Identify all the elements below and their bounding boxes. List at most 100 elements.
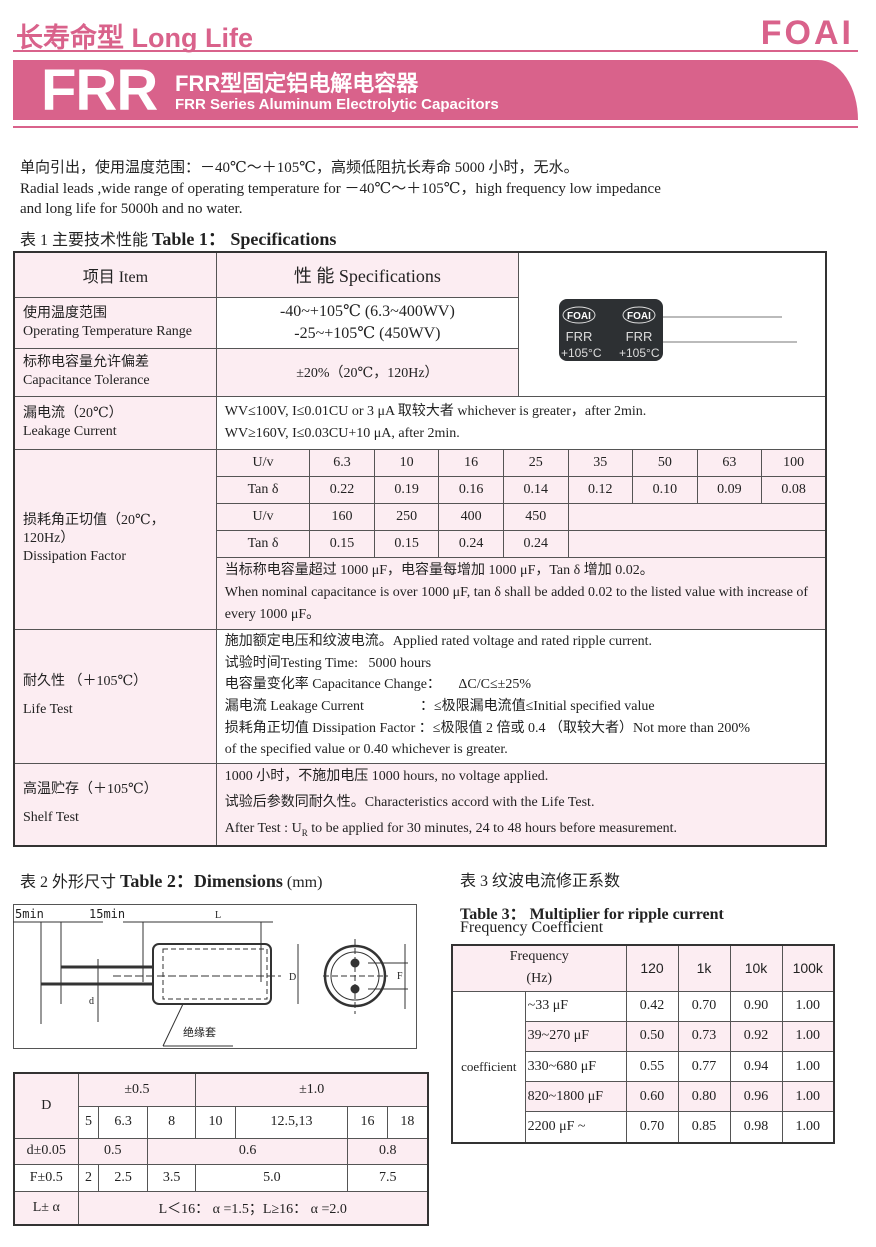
label-en: Life Test: [23, 702, 73, 717]
df-cell: 63: [696, 449, 763, 477]
caption-unit: (mm): [286, 874, 323, 891]
text: After Test : U: [224, 820, 302, 836]
head-spec: 性 能 Specifications: [215, 251, 519, 298]
d-value: 0.6: [146, 1137, 349, 1166]
freq-head: Frequency (Hz): [451, 944, 627, 992]
freq-row: Frequency (Hz) 120 1k 10k 100k: [451, 944, 835, 992]
shelf-label: 高温贮存（＋105℃） Shelf Test: [13, 762, 217, 847]
life-line: 电容量变化率 Capacitance Change： ΔC/C≤±25%: [224, 677, 532, 693]
life-value: 施加额定电压和纹波电流。Applied rated voltage and ra…: [215, 628, 827, 764]
brand-logo: FOAI: [760, 14, 854, 52]
coef-value: 0.73: [677, 1020, 731, 1052]
df-row-label: U/v: [216, 503, 311, 531]
coef-value: 1.00: [781, 1020, 835, 1052]
df-cell: 0.24: [502, 530, 569, 558]
F-label: F±0.5: [13, 1164, 79, 1192]
df-label: 损耗角正切值（20℃，120Hz） Dissipation Factor: [13, 448, 217, 630]
table2-caption: 表 2 外形尺寸 Table 2：Dimensions (mm): [20, 867, 322, 893]
df-cell: 0.24: [438, 530, 504, 558]
d-head: D: [13, 1072, 79, 1139]
photo-temp: +105°C: [561, 346, 602, 360]
F-value: 3.5: [146, 1164, 197, 1192]
caption-cn: 表 2 外形尺寸: [20, 874, 117, 891]
dim-row: L± α L＜16： α =1.5；L≥16： α =2.0: [13, 1190, 429, 1226]
divider: [13, 126, 858, 128]
text: to be applied for 30 minutes, 24 to 48 h…: [307, 820, 678, 836]
page-header-title: 长寿命型 Long Life: [16, 23, 253, 53]
df-row: Tan δ 0.15 0.15 0.24 0.24: [216, 530, 825, 558]
shelf-value: 1000 小时，不施加电压 1000 hours, no voltage app…: [215, 762, 827, 847]
label-en: Capacitance Tolerance: [23, 373, 150, 388]
F-value: 2.5: [98, 1164, 148, 1192]
df-cell: 16: [438, 449, 504, 477]
tolerance-label: 标称电容量允许偏差 Capacitance Tolerance: [13, 347, 217, 397]
diameter-cell: 16: [347, 1105, 388, 1139]
freq-unit: (Hz): [526, 971, 553, 987]
life-line: 试验时间Testing Time: 5000 hours: [224, 655, 432, 671]
ripple-multiplier-table: Frequency (Hz) 120 1k 10k 100k coefficient ~33 …: [451, 944, 835, 1144]
tol-group-1.0: ±1.0: [195, 1072, 429, 1107]
df-cell: 0.14: [502, 476, 569, 504]
coef-value: 0.70: [677, 990, 731, 1022]
life-line: 漏电流 Leakage Current ：≤极限漏电流值≤Initial spe…: [224, 699, 655, 714]
d-value: 0.8: [347, 1137, 429, 1166]
coef-value: 0.50: [625, 1020, 679, 1052]
coef-value: 0.80: [677, 1081, 731, 1113]
value-line: After Test : UR to be applied for 30 min…: [225, 816, 817, 846]
diameter-cell: 5: [77, 1105, 100, 1139]
head-item: 项目 Item: [13, 251, 217, 298]
value-line: 试验后参数同耐久性。Characteristics accord with th…: [224, 794, 595, 810]
dimensions-table: D ±0.5 ±1.0 5 6.3 8 10 12.5,13 16 18 d±0.05 0.5 0.6 0…: [13, 1072, 429, 1226]
df-cell: 0.12: [567, 476, 634, 504]
leakage-value: WV≤100V, I≤0.01CU or 3 μA 取较大者 whichever…: [215, 395, 827, 450]
label-cn: 损耗角正切值（20℃，120Hz）: [23, 513, 165, 546]
coef-value: 0.55: [625, 1050, 679, 1083]
label-cn: 漏电流（20℃）: [23, 405, 123, 421]
capacitance-range: ~33 μF: [524, 990, 627, 1022]
specifications-table: 项目 Item 性 能 Specifications FOAI FOAI FRR …: [13, 251, 827, 848]
value-line: 1000 小时，不施加电压 1000 hours, no voltage app…: [224, 768, 549, 784]
label-en: Shelf Test: [23, 810, 79, 826]
label-cn: 使用温度范围: [23, 305, 107, 321]
diameter-cell: 12.5,13: [234, 1105, 349, 1139]
temp-value: -40~+105℃ (6.3~400WV) -25~+105℃ (450WV): [215, 296, 519, 349]
intro-en-2: and long life for 5000h and no water.: [20, 201, 243, 217]
label-cn: 标称电容量允许偏差: [23, 355, 149, 370]
coef-value: 0.98: [729, 1111, 783, 1144]
table1-caption: 表 1 主要技术性能 Table 1： Specifications: [20, 225, 336, 251]
df-value: U/v 6.3 10 16 25 35 50 63 100 Tan δ 0.22 0.19 0.16 0.…: [215, 448, 827, 630]
lead-length2-label: 15min: [89, 907, 125, 921]
freq-cell: 10k: [729, 944, 783, 992]
df-subtable: U/v 6.3 10 16 25 35 50 63 100 Tan δ 0.22 0.19 0.16 0.…: [216, 449, 825, 558]
capacitance-range: 2200 μF ~: [524, 1111, 627, 1144]
df-cell: 25: [502, 449, 569, 477]
series-title-cn: FRR型固定铝电解电容器: [175, 71, 419, 96]
df-row: U/v 160 250 400 450: [216, 503, 825, 531]
df-note: 当标称电容量超过 1000 μF，电容量每增加 1000 μF，Tan δ 增加…: [217, 558, 825, 628]
photo-series: FRR: [566, 329, 593, 344]
df-cell: 0.10: [632, 476, 698, 504]
caption-en: Table 2：Dimensions: [120, 871, 283, 891]
leakage-label: 漏电流（20℃） Leakage Current: [13, 395, 217, 450]
df-row-label: U/v: [216, 449, 311, 477]
tolerance-value: ±20%（20℃，120Hz）: [215, 347, 519, 397]
photo-series: FRR: [626, 329, 653, 344]
df-cell: 0.19: [373, 476, 440, 504]
label-en: Operating Temperature Range: [23, 323, 193, 339]
coef-row: 330~680 μF 0.55 0.77 0.94 1.00: [452, 1050, 835, 1083]
tol-group-0.5: ±0.5: [77, 1072, 197, 1107]
df-cell: 0.15: [309, 530, 375, 558]
coef-value: 1.00: [781, 1050, 835, 1083]
caption-en: Table 1： Specifications: [152, 229, 337, 249]
coef-value: 0.92: [729, 1020, 783, 1052]
d-value: 0.5: [77, 1137, 148, 1166]
coef-value: 1.00: [781, 1111, 835, 1144]
df-cell: 10: [373, 449, 440, 477]
label-en: Dissipation Factor: [23, 549, 127, 564]
capacitance-range: 330~680 μF: [524, 1050, 627, 1083]
photo-brand: FOAI: [567, 311, 591, 322]
df-cell: 100: [761, 449, 825, 477]
diameter-cell: 18: [386, 1105, 429, 1139]
intro-en-1: Radial leads ,wide range of operating te…: [20, 181, 661, 197]
length-label: L: [215, 910, 221, 921]
